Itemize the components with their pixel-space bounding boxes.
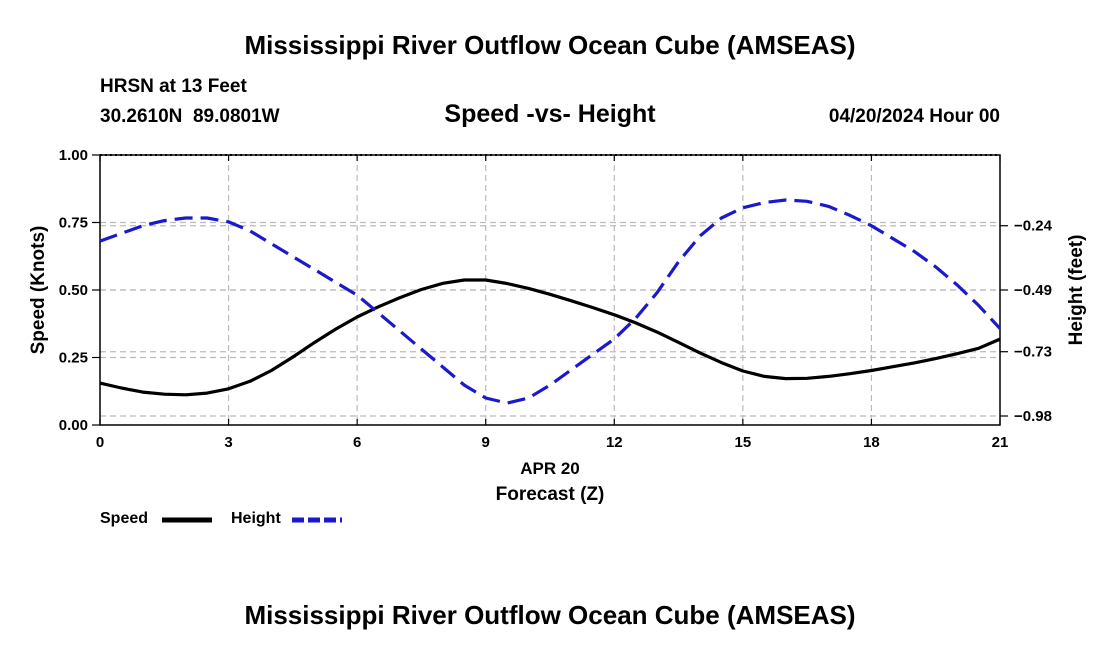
y-tick-label: 1.00 — [59, 147, 88, 164]
y-axis-title: Speed (Knots) — [28, 226, 49, 355]
footer-title: Mississippi River Outflow Ocean Cube (AM… — [244, 600, 856, 630]
y2-tick-label: −0.73 — [1014, 344, 1052, 361]
x-tick-label: 21 — [992, 434, 1009, 451]
x-tick-label: 12 — [606, 434, 623, 451]
coordinates-label: 30.2610N 89.0801W — [100, 106, 280, 127]
x-tick-label: 6 — [353, 434, 361, 451]
x-tick-label: 15 — [735, 434, 752, 451]
y-tick-label: 0.75 — [59, 215, 88, 232]
y2-tick-label: −0.24 — [1014, 218, 1053, 235]
x-tick-label: 18 — [863, 434, 880, 451]
x-tick-label: 3 — [224, 434, 232, 451]
legend-speed-label: Speed — [100, 510, 149, 527]
main-title: Mississippi River Outflow Ocean Cube (AM… — [244, 30, 856, 60]
x-tick-label: 9 — [482, 434, 490, 451]
x-axis-title: Forecast (Z) — [496, 484, 605, 505]
tick-labels: 0 3 6 9 12 15 18 21 0.00 0.25 0.50 0.75 1.00 −0.98 −0.… — [59, 147, 1053, 451]
x-tick-label: 0 — [96, 434, 104, 451]
legend-height-label: Height — [231, 510, 281, 527]
y-tick-label: 0.50 — [59, 282, 88, 299]
chart-subtitle: Speed -vs- Height — [444, 100, 656, 128]
station-label: HRSN at 13 Feet — [100, 76, 247, 97]
series-lines — [99, 198, 1002, 405]
axis-ticks — [92, 154, 1008, 426]
y-tick-label: 0.25 — [59, 350, 88, 367]
series-line-speed — [99, 278, 1001, 397]
forecast-date: 04/20/2024 Hour 00 — [828, 106, 1000, 127]
x-axis-date-label: APR 20 — [520, 459, 580, 478]
y2-tick-label: −0.98 — [1014, 408, 1052, 425]
grid-lines — [100, 155, 1000, 425]
series-line-height — [99, 198, 1002, 405]
y-tick-label: 0.00 — [59, 417, 88, 434]
y2-tick-label: −0.49 — [1014, 282, 1052, 299]
y2-axis-title: Height (feet) — [1066, 235, 1087, 346]
